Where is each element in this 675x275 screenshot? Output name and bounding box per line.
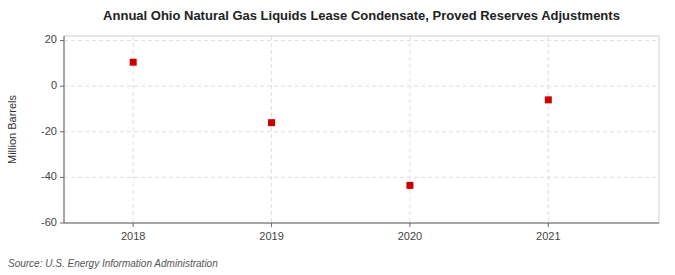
y-tick <box>60 177 64 178</box>
points <box>130 59 552 189</box>
y-tick-label: 20 <box>45 33 57 45</box>
point <box>406 182 413 189</box>
point <box>545 96 552 103</box>
point <box>130 59 137 66</box>
plot-frame <box>64 36 659 223</box>
x-tick-label: 2019 <box>259 230 283 242</box>
grid <box>64 36 659 223</box>
y-tick-label: -40 <box>41 170 57 182</box>
x-grid-line <box>548 36 549 223</box>
chart-container: -60 -40 -20 0 20 2018 2019 2020 2021 Annual Ohio … <box>0 0 675 275</box>
x-tick <box>409 223 410 227</box>
x-axis-line <box>64 223 659 224</box>
x-tick-label: 2020 <box>398 230 422 242</box>
y-tick <box>60 131 64 132</box>
y-grid-line <box>64 40 659 41</box>
x-tick <box>548 223 549 227</box>
y-axis-line <box>64 36 65 223</box>
y-tick <box>60 223 64 224</box>
x-grid-line <box>271 36 272 223</box>
y-grid-line <box>64 177 659 178</box>
y-grid-line <box>64 131 659 132</box>
y-tick-label: -60 <box>41 216 57 228</box>
x-grid-line <box>409 36 410 223</box>
source-note: Source: U.S. Energy Information Administ… <box>8 258 218 269</box>
y-tick <box>60 40 64 41</box>
x-tick <box>133 223 134 227</box>
chart-svg: -60 -40 -20 0 20 2018 2019 2020 2021 Annual Ohio … <box>0 0 675 275</box>
point <box>268 119 275 126</box>
x-tick-label: 2021 <box>536 230 560 242</box>
x-tick <box>271 223 272 227</box>
title: Annual Ohio Natural Gas Liquids Lease Co… <box>103 8 620 23</box>
x-tick-label: 2018 <box>121 230 145 242</box>
y-grid-line <box>64 86 659 87</box>
y-tick <box>60 86 64 87</box>
axes: -60 -40 -20 0 20 2018 2019 2020 2021 <box>41 33 659 242</box>
y-grid-line <box>64 223 659 224</box>
y-axis-label: Million Barrels <box>6 94 18 164</box>
y-tick-label: 0 <box>51 79 57 91</box>
y-tick-label: -20 <box>41 125 57 137</box>
